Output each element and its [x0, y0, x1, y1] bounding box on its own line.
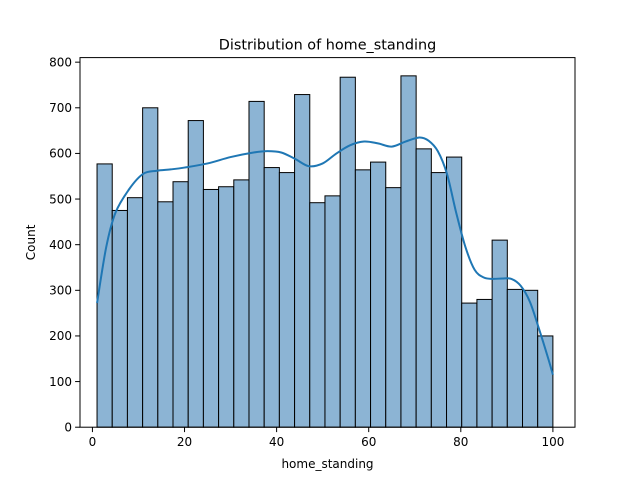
x-tick-label: 100	[541, 435, 564, 449]
histogram-bar	[233, 179, 250, 428]
y-tick-label: 800	[49, 55, 72, 69]
histogram-bar	[142, 107, 159, 428]
x-tick-label: 60	[361, 435, 376, 449]
histogram-bar	[278, 172, 296, 428]
histogram-bar	[248, 100, 265, 428]
histogram-bar	[446, 156, 463, 428]
histogram-bar	[309, 202, 326, 428]
histogram-bar	[157, 201, 174, 428]
histogram-bar	[385, 187, 402, 428]
x-axis-ticks: 0 20 40 60 80 100	[89, 427, 564, 449]
histogram-bar	[202, 188, 220, 428]
y-tick-label: 400	[49, 238, 72, 252]
histogram-bar	[294, 94, 311, 428]
bars-group	[96, 75, 554, 428]
histogram-bar	[96, 163, 113, 428]
histogram-bar	[370, 161, 387, 428]
histogram-bar	[400, 75, 417, 428]
y-tick-label: 600	[49, 147, 72, 161]
histogram-bar	[111, 209, 128, 428]
histogram-bar	[354, 169, 372, 428]
histogram-bar	[415, 148, 432, 428]
x-tick-label: 80	[453, 435, 468, 449]
plot-frame	[79, 57, 576, 428]
histogram-bar	[522, 289, 539, 428]
histogram-bar	[324, 195, 341, 428]
histogram-bar	[430, 172, 448, 428]
histogram-bar	[491, 239, 508, 428]
y-tick-label: 700	[49, 101, 72, 115]
histogram-bar	[126, 197, 144, 428]
y-axis-label: Count	[24, 224, 38, 260]
histogram-bar	[339, 76, 356, 428]
x-axis-label: home_standing	[281, 457, 373, 471]
kde-curve	[96, 136, 554, 376]
y-tick-label: 0	[64, 421, 72, 435]
chart-title: Distribution of home_standing	[219, 38, 436, 54]
x-tick-label: 20	[177, 435, 192, 449]
histogram-bar	[218, 186, 235, 428]
x-tick-label: 40	[269, 435, 284, 449]
y-tick-label: 200	[49, 329, 72, 343]
histogram-bar	[461, 302, 478, 428]
y-tick-label: 500	[49, 192, 72, 206]
histogram-bar	[506, 288, 524, 428]
histogram-bar	[263, 167, 280, 428]
histogram-bar	[172, 181, 189, 428]
histogram-bar	[476, 298, 493, 428]
y-tick-label: 100	[49, 375, 72, 389]
y-axis-ticks: 0 100 200 300 400 500 600 700 800	[49, 55, 80, 435]
x-tick-label: 0	[89, 435, 97, 449]
y-tick-label: 300	[49, 284, 72, 298]
